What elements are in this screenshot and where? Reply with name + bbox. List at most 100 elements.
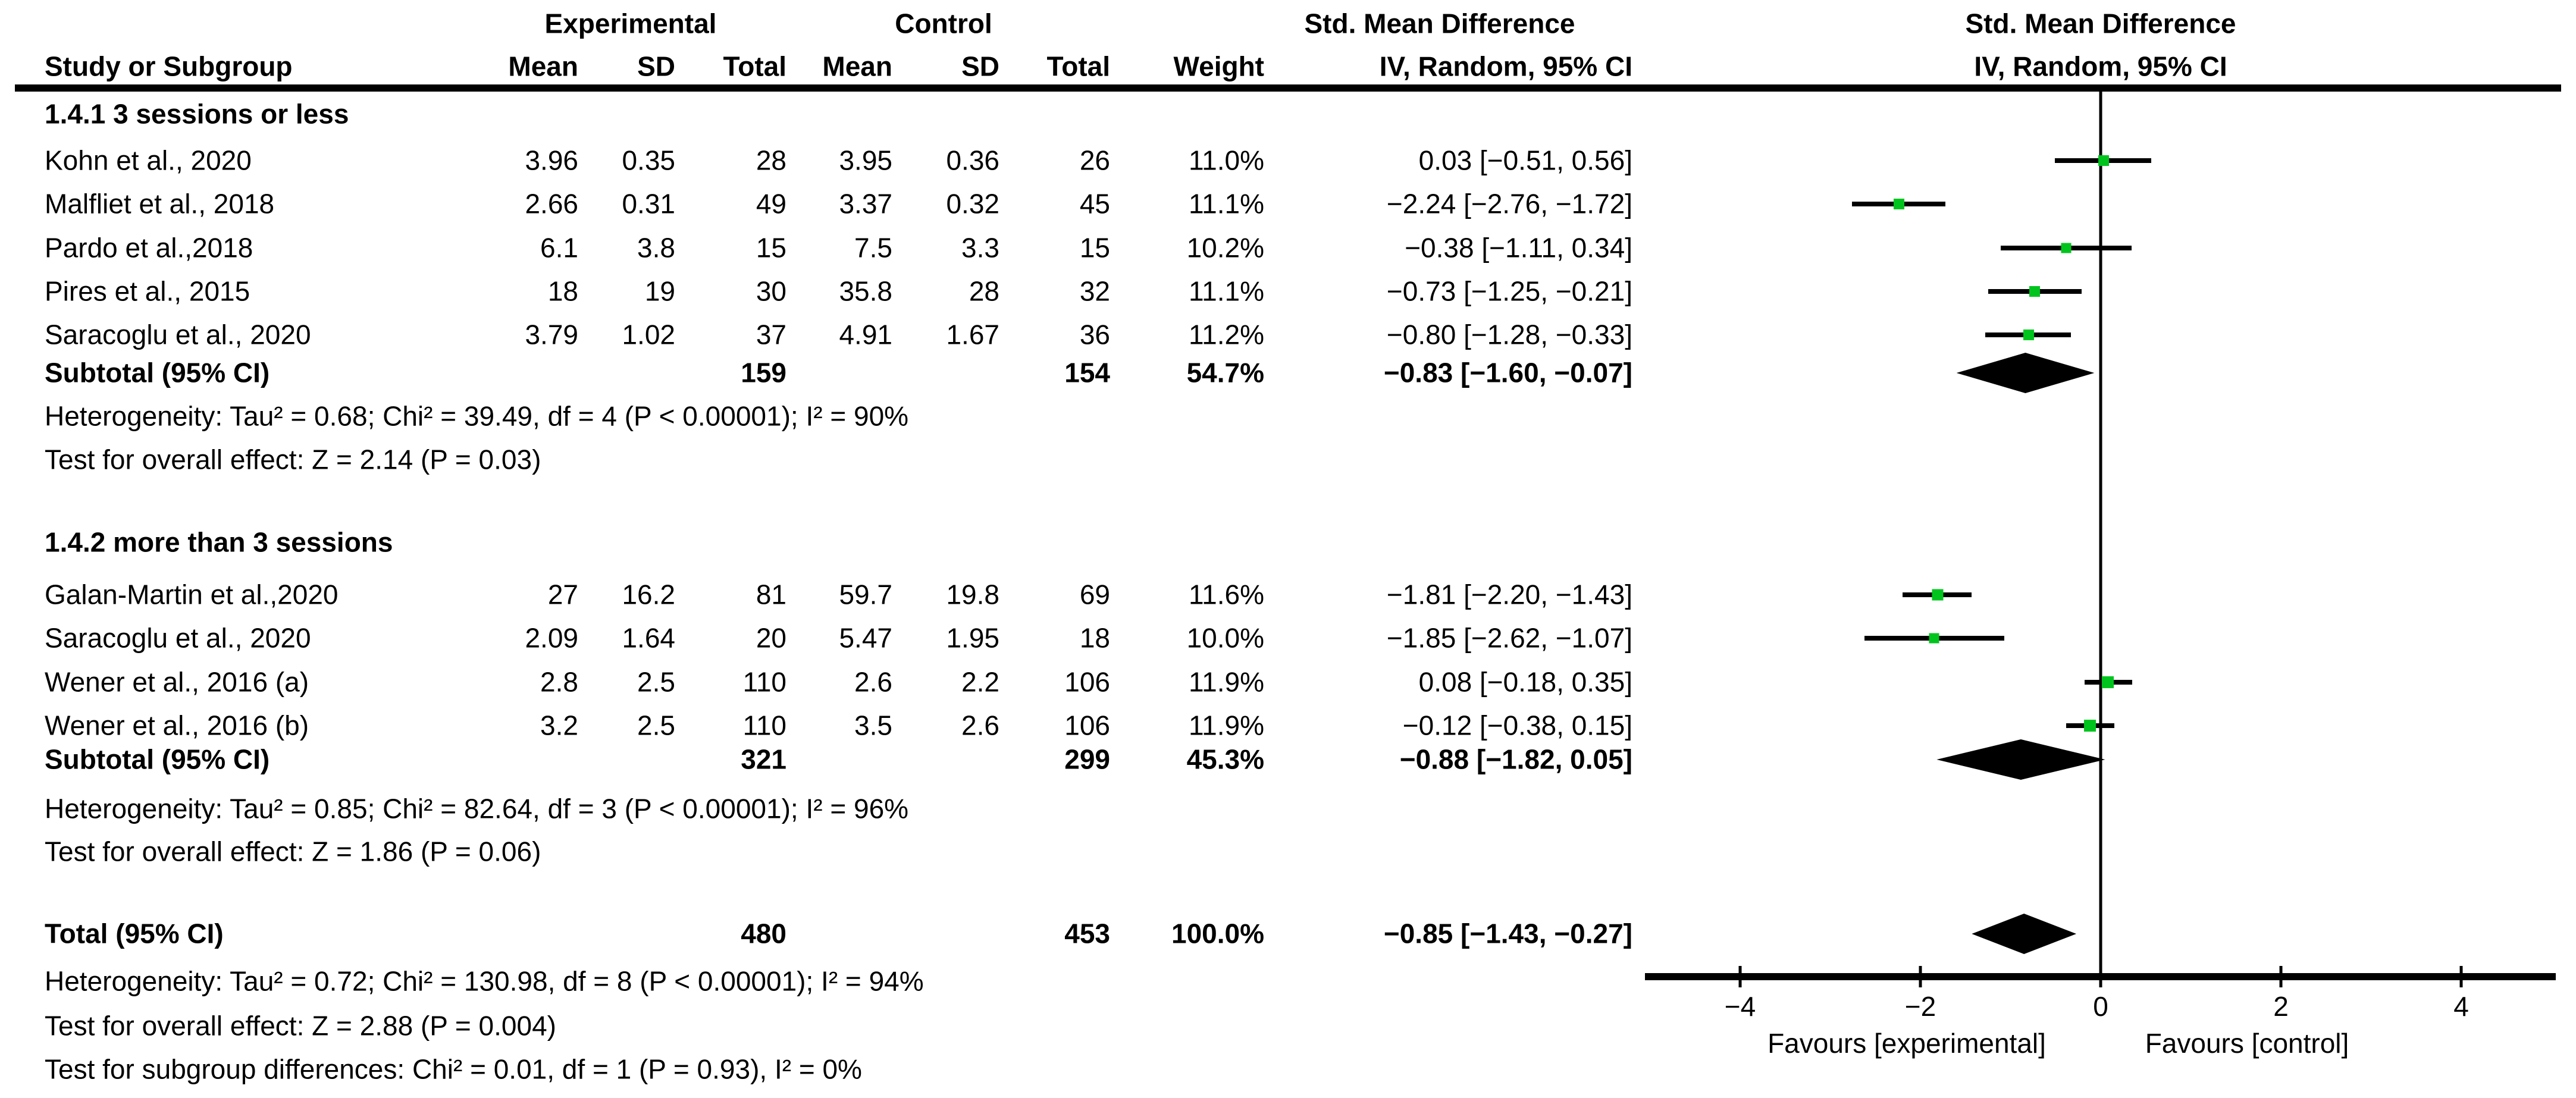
mean-exp: 3.2: [540, 710, 578, 741]
effect-marker: [2098, 155, 2109, 166]
mean-exp: 2.09: [525, 622, 578, 654]
sd-exp: 0.35: [622, 145, 675, 176]
sd-ctrl: 0.32: [946, 188, 999, 219]
subtotal-weight: 54.7%: [1186, 357, 1264, 388]
mean-ctrl: 35.8: [839, 275, 892, 307]
header-divider-rule: [15, 84, 2561, 92]
mean-exp: 3.96: [525, 145, 578, 176]
overall-effect-text: Test for overall effect: Z = 2.14 (P = 0…: [45, 444, 541, 475]
sd-exp: 0.31: [622, 188, 675, 219]
weight: 11.1%: [1188, 275, 1264, 307]
heterogeneity-text: Heterogeneity: Tau² = 0.68; Chi² = 39.49…: [45, 400, 909, 432]
total-ctrl: 18: [1079, 622, 1110, 654]
mean-ctrl-header: Mean: [822, 51, 892, 82]
subtotal-ci: −0.83 [−1.60, −0.07]: [1383, 357, 1632, 388]
effect-marker: [1932, 589, 1944, 601]
weight: 11.9%: [1188, 710, 1264, 741]
plot-title: Std. Mean Difference: [1965, 8, 2236, 39]
subtotal-label: Subtotal (95% CI): [45, 743, 270, 775]
weight-header: Weight: [1173, 51, 1264, 82]
sd-exp: 1.02: [622, 319, 675, 350]
ci-text: −0.12 [−0.38, 0.15]: [1402, 710, 1632, 741]
total-exp: 110: [742, 710, 786, 741]
subtotal-weight: 45.3%: [1186, 743, 1264, 775]
sd-ctrl: 2.2: [961, 666, 999, 698]
study-name: Saracoglu et al., 2020: [45, 622, 311, 654]
axis-tick: [2099, 966, 2102, 987]
mean-ctrl: 7.5: [854, 232, 892, 263]
sd-ctrl: 1.95: [946, 622, 999, 654]
effect-marker: [2083, 720, 2096, 732]
mean-ctrl: 59.7: [839, 579, 892, 610]
overall-effect-text: Test for overall effect: Z = 1.86 (P = 0…: [45, 836, 541, 867]
weight: 11.1%: [1188, 188, 1264, 219]
heterogeneity-text: Heterogeneity: Tau² = 0.85; Chi² = 82.64…: [45, 793, 909, 824]
total-ctrl: 69: [1079, 579, 1110, 610]
favours-control-label: Favours [control]: [2145, 1028, 2349, 1059]
effect-marker: [1893, 199, 1904, 209]
study-name: Pires et al., 2015: [45, 275, 250, 307]
sd-exp: 19: [644, 275, 675, 307]
mean-exp: 27: [547, 579, 578, 610]
mean-ctrl: 5.47: [839, 622, 892, 654]
axis-tick: [2459, 966, 2463, 987]
total-exp-header: Total: [723, 51, 786, 82]
mean-ctrl: 4.91: [839, 319, 892, 350]
effect-marker: [1929, 633, 1939, 644]
study-name: Kohn et al., 2020: [45, 145, 252, 176]
subtotal-ci: −0.88 [−1.82, 0.05]: [1399, 743, 1632, 775]
sd-ctrl: 0.36: [946, 145, 999, 176]
total-ctrl: 36: [1079, 319, 1110, 350]
total-ctrl: 15: [1079, 232, 1110, 263]
sd-exp: 3.8: [637, 232, 675, 263]
effect-marker: [2061, 243, 2072, 253]
axis-tick-label: 0: [2093, 991, 2108, 1022]
ci-text: −2.24 [−2.76, −1.72]: [1386, 188, 1632, 219]
total-exp: 20: [756, 622, 786, 654]
study-name: Wener et al., 2016 (a): [45, 666, 309, 698]
heterogeneity-text: Heterogeneity: Tau² = 0.72; Chi² = 130.9…: [45, 965, 924, 997]
subtotal-diamond: [1936, 739, 2105, 780]
sd-ctrl: 2.6: [961, 710, 999, 741]
study-name: Pardo et al.,2018: [45, 232, 253, 263]
total-exp: 49: [756, 188, 786, 219]
ci-column-header: IV, Random, 95% CI: [1379, 51, 1632, 82]
sd-exp: 16.2: [622, 579, 675, 610]
mean-exp: 6.1: [540, 232, 578, 263]
mean-exp: 2.8: [540, 666, 578, 698]
plot-subtitle: IV, Random, 95% CI: [1974, 51, 2227, 82]
total-exp: 110: [742, 666, 786, 698]
total-exp: 81: [756, 579, 786, 610]
total-ctrl: 106: [1064, 710, 1110, 741]
axis-tick: [2279, 966, 2283, 987]
sd-ctrl: 28: [969, 275, 999, 307]
study-name: Galan-Martin et al.,2020: [45, 579, 339, 610]
ci-text: −1.85 [−2.62, −1.07]: [1386, 622, 1632, 654]
effect-marker: [2102, 676, 2114, 688]
total-exp: 28: [756, 145, 786, 176]
ci-text: −0.38 [−1.11, 0.34]: [1405, 232, 1632, 263]
study-name: Malfliet et al., 2018: [45, 188, 275, 219]
subtotal-total-exp: 321: [741, 743, 786, 775]
ci-text: −0.80 [−1.28, −0.33]: [1386, 319, 1632, 350]
favours-experimental-label: Favours [experimental]: [1768, 1028, 2046, 1059]
axis-tick-label: 4: [2453, 991, 2469, 1022]
ci-text: −0.73 [−1.25, −0.21]: [1386, 275, 1632, 307]
mean-ctrl: 3.95: [839, 145, 892, 176]
experimental-group-header: Experimental: [544, 8, 717, 39]
ci-text: 0.03 [−0.51, 0.56]: [1418, 145, 1632, 176]
study-column-header: Study or Subgroup: [45, 51, 293, 82]
ci-text: 0.08 [−0.18, 0.35]: [1418, 666, 1632, 698]
subgroup-1-title: 1.4.1 3 sessions or less: [45, 98, 349, 130]
total-ctrl: 45: [1079, 188, 1110, 219]
subtotal-total-exp: 159: [741, 357, 786, 388]
overall-effect-text: Test for overall effect: Z = 2.88 (P = 0…: [45, 1010, 556, 1041]
sd-ctrl: 3.3: [961, 232, 999, 263]
total-ctrl: 32: [1079, 275, 1110, 307]
subgroup-2-title: 1.4.2 more than 3 sessions: [45, 526, 393, 558]
weight: 11.6%: [1188, 579, 1264, 610]
mean-exp: 18: [547, 275, 578, 307]
sd-ctrl: 19.8: [946, 579, 999, 610]
weight: 10.0%: [1186, 622, 1264, 654]
subgroup-diff-text: Test for subgroup differences: Chi² = 0.…: [45, 1053, 862, 1085]
